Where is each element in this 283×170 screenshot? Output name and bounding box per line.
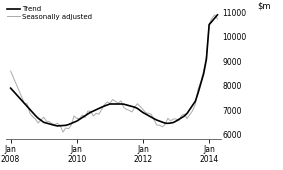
Y-axis label: $m: $m bbox=[257, 1, 271, 10]
Legend: Trend, Seasonally adjusted: Trend, Seasonally adjusted bbox=[7, 6, 92, 20]
